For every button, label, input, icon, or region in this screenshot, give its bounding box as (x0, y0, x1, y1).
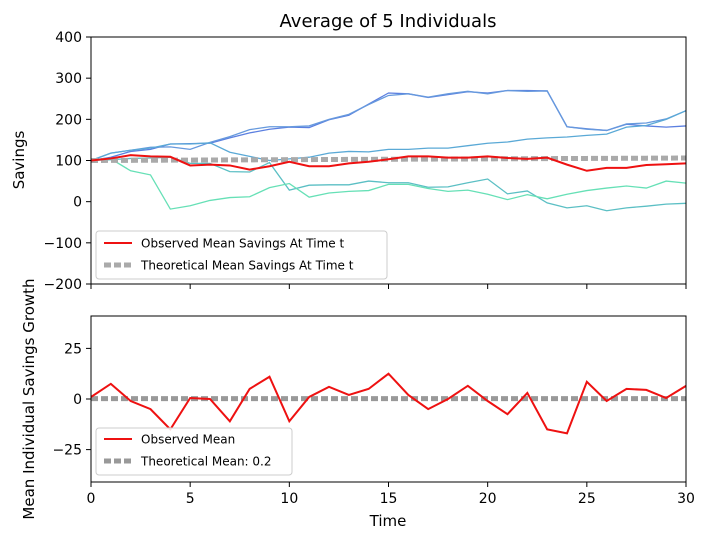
growth-y-axis-label: Mean Individual Savings Growth (20, 278, 38, 519)
savings-y-tick-label: 100 (55, 154, 82, 170)
savings-y-tick-label: −200 (44, 277, 82, 293)
individual-savings-line (90, 89, 687, 162)
x-tick-label: 30 (677, 491, 695, 507)
growth-lines (90, 372, 687, 435)
legend-label-theoretical-mean-savings: Theoretical Mean Savings At Time t (140, 259, 354, 273)
savings-ticks: −200 −100 0 100 200 300 400 (44, 30, 687, 293)
savings-y-tick-label: 300 (55, 71, 82, 87)
growth-legend: Observed Mean Theoretical Mean: 0.2 (95, 427, 293, 476)
savings-y-axis-label: Savings (10, 131, 28, 190)
x-tick-label: 25 (578, 491, 596, 507)
x-tick-label: 10 (280, 491, 298, 507)
savings-legend: Observed Mean Savings At Time t Theoreti… (95, 230, 388, 280)
individual-savings-line (90, 110, 687, 162)
savings-legend-box (95, 230, 388, 280)
chart-title: Average of 5 Individuals (280, 11, 497, 32)
savings-y-tick-label: 200 (55, 112, 82, 128)
individual-savings-line (90, 156, 687, 212)
growth-legend-box (95, 427, 293, 476)
observed-mean-line-growth (90, 372, 687, 435)
observed-mean-line-savings (90, 154, 687, 172)
x-tick-label: 15 (380, 491, 398, 507)
growth-y-tick-label: 0 (73, 392, 82, 408)
legend-label-observed-mean-savings: Observed Mean Savings At Time t (141, 237, 344, 251)
growth-y-tick-label: 25 (64, 341, 82, 357)
savings-y-tick-label: −100 (44, 236, 82, 252)
individual-savings-line (90, 158, 687, 210)
x-axis-label: Time (369, 512, 407, 530)
savings-lines (90, 89, 687, 212)
growth-y-tick-label: −25 (52, 443, 82, 459)
legend-label-observed-mean: Observed Mean (141, 433, 235, 447)
savings-y-tick-label: 400 (55, 30, 82, 46)
x-tick-label: 20 (479, 491, 497, 507)
growth-panel: Mean Individual Savings Growth −25 0 25 0 5 1… (20, 278, 695, 519)
x-tick-label: 5 (186, 491, 195, 507)
x-tick-label: 0 (87, 491, 96, 507)
theoretical-mean-line-savings (90, 155, 687, 163)
growth-ticks: −25 0 25 0 5 10 15 20 25 30 (52, 341, 694, 507)
legend-label-theoretical-mean: Theoretical Mean: 0.2 (140, 455, 272, 469)
savings-panel: Savings −200 −100 0 100 200 300 400 Observed M… (10, 30, 687, 293)
savings-y-tick-label: 0 (73, 195, 82, 211)
